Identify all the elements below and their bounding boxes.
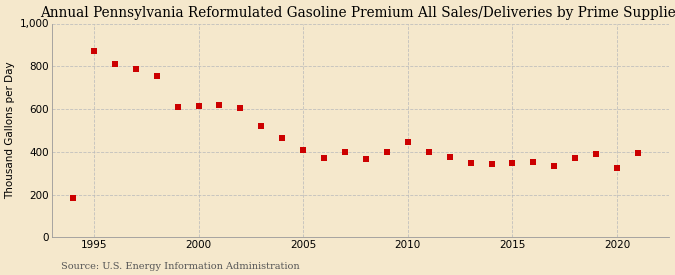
Title: Annual Pennsylvania Reformulated Gasoline Premium All Sales/Deliveries by Prime : Annual Pennsylvania Reformulated Gasolin… (40, 6, 675, 20)
Point (528, 160, 539, 164)
Point (444, 155, 455, 160)
Point (277, 135, 288, 140)
Point (423, 150, 434, 154)
Point (130, 67, 141, 72)
Point (591, 152, 601, 157)
Point (507, 161, 518, 165)
Point (549, 164, 560, 168)
Point (570, 156, 580, 161)
Point (68, 196, 78, 201)
Point (340, 150, 350, 154)
Point (193, 104, 204, 109)
Point (465, 160, 476, 165)
Point (109, 62, 120, 66)
Point (486, 161, 497, 166)
Point (151, 74, 162, 78)
Text: Source: U.S. Energy Information Administration: Source: U.S. Energy Information Administ… (61, 262, 300, 271)
Point (402, 139, 413, 144)
Point (612, 166, 622, 170)
Point (172, 105, 183, 109)
Point (319, 156, 329, 161)
Y-axis label: Thousand Gallons per Day: Thousand Gallons per Day (5, 62, 16, 199)
Point (360, 157, 371, 161)
Point (88, 49, 99, 53)
Point (298, 147, 308, 152)
Point (214, 103, 225, 107)
Point (256, 123, 267, 128)
Point (381, 150, 392, 155)
Point (235, 105, 246, 110)
Point (632, 151, 643, 156)
